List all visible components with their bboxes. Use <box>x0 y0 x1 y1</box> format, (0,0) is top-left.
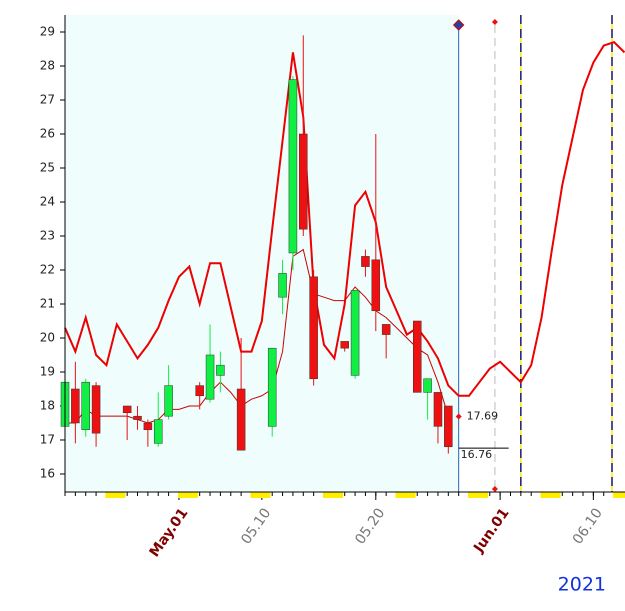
candle-body <box>288 79 298 254</box>
candle-body <box>195 385 204 397</box>
last-label: 17.69 <box>467 410 499 423</box>
x-tick-label: May.01 <box>147 505 192 560</box>
y-tick-label: 21 <box>40 296 55 310</box>
week-marker <box>468 492 489 498</box>
y-tick-label: 27 <box>40 92 55 106</box>
candle-body <box>299 133 308 230</box>
last-diamond <box>455 413 462 420</box>
candle-body <box>267 347 277 427</box>
y-tick-label: 20 <box>40 330 55 344</box>
candle-body <box>371 259 381 312</box>
y-tick-label: 25 <box>40 160 55 174</box>
y-tick-label: 23 <box>40 228 55 242</box>
candle-body <box>133 415 142 420</box>
week-marker <box>395 492 416 498</box>
y-tick-label: 24 <box>40 194 55 208</box>
history-background <box>65 15 459 492</box>
candle-body <box>423 378 432 393</box>
low-label: 16.76 <box>461 448 493 461</box>
week-marker <box>613 492 625 498</box>
candle-body <box>205 354 215 400</box>
candle-body <box>153 419 163 444</box>
candle-body <box>340 341 349 349</box>
candle-body <box>236 388 246 451</box>
candle-body <box>71 388 80 424</box>
x-tick-label: Jun.01 <box>470 505 512 556</box>
y-tick-label: 18 <box>40 398 55 412</box>
candle-body <box>122 405 132 414</box>
candle-body <box>412 320 422 393</box>
y-tick-label: 17 <box>40 432 55 446</box>
x-tick-label: 06.10 <box>570 505 606 547</box>
candle-body <box>433 392 443 427</box>
week-marker <box>177 492 198 498</box>
y-tick-label: 26 <box>40 126 55 140</box>
candle-body <box>361 256 370 267</box>
forecast-diamond <box>491 486 498 492</box>
candle-body <box>309 276 318 380</box>
candle-body <box>278 273 287 298</box>
candle-body <box>164 385 173 417</box>
week-marker <box>323 492 343 498</box>
week-marker <box>250 492 271 498</box>
candle-body <box>143 422 153 431</box>
forecast-diamond <box>491 19 498 25</box>
x-tick-label: 05.20 <box>352 505 388 547</box>
week-marker <box>540 492 561 498</box>
week-marker <box>105 492 126 498</box>
y-tick-label: 16 <box>40 466 55 480</box>
y-tick-label: 19 <box>40 364 55 378</box>
candle-body <box>444 405 453 448</box>
line <box>65 248 449 424</box>
y-tick-label: 28 <box>40 58 55 72</box>
candle-body <box>350 290 360 376</box>
today-diamond <box>452 19 465 31</box>
y-tick-label: 22 <box>40 262 55 276</box>
candle-body <box>381 324 391 335</box>
candle-body <box>81 381 90 431</box>
line <box>64 41 625 397</box>
year-label: 2021 <box>558 574 606 596</box>
y-tick-label: 29 <box>40 24 55 38</box>
candle-body <box>216 364 225 376</box>
candle-body <box>91 385 101 434</box>
x-tick-label: 05.10 <box>238 505 274 547</box>
